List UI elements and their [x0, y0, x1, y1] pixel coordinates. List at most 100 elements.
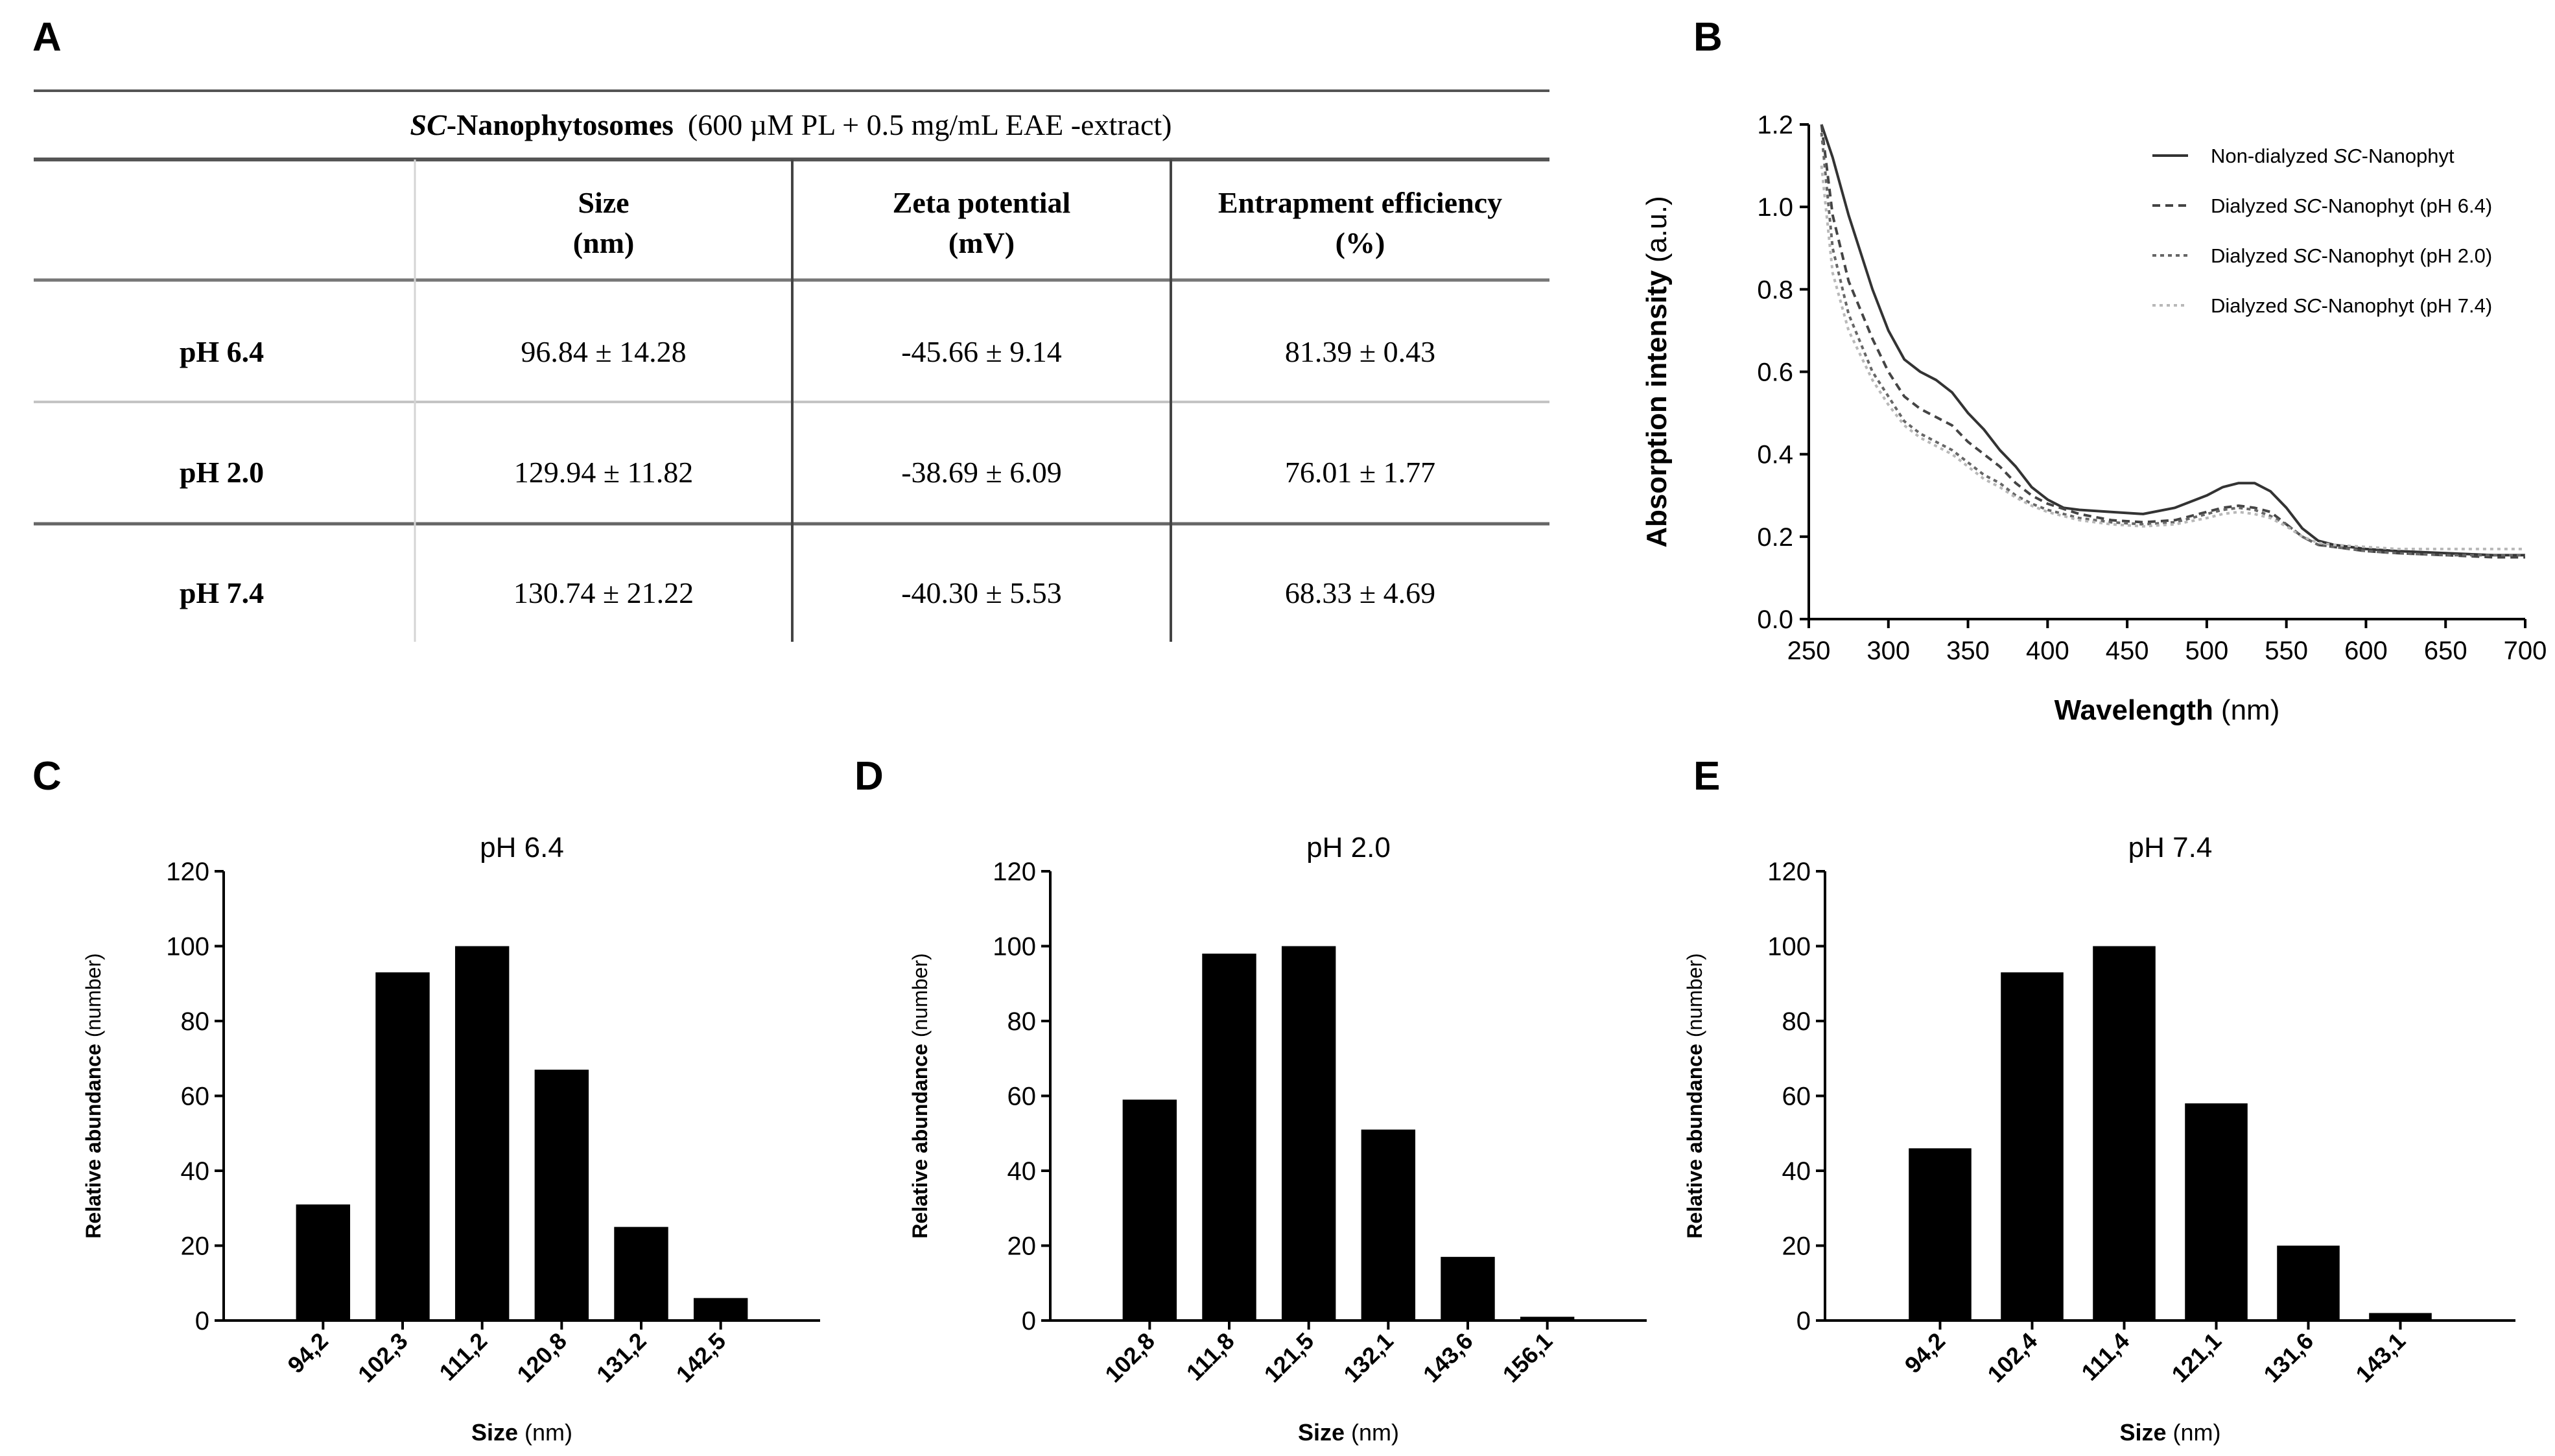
x-tick-label: 111,4 [2076, 1328, 2134, 1386]
bar [454, 946, 510, 1321]
bar [2185, 1103, 2248, 1321]
y-axis-title-main: Relative abundance [82, 1044, 105, 1239]
col-header-zeta-line2: (mV) [948, 226, 1015, 259]
bar [2001, 972, 2064, 1321]
y-tick-label: 100 [1767, 933, 1811, 961]
chart-title: pH 6.4 [480, 832, 564, 863]
col-header-ee-line1: Entrapment efficiency [1218, 186, 1502, 219]
y-tick-label: 40 [1782, 1157, 1811, 1186]
y-tick-label: 80 [181, 1007, 210, 1036]
table-row: pH 6.4 96.84 ± 14.28 -45.66 ± 9.14 81.39… [180, 335, 1435, 368]
table-row: pH 2.0 129.94 ± 11.82 -38.69 ± 6.09 76.0… [180, 456, 1435, 489]
y-axis-title-unit: (number) [908, 953, 932, 1037]
panel-label-c: C [32, 754, 62, 799]
y-tick-label: 80 [1782, 1007, 1811, 1036]
panel-label-d: D [854, 754, 884, 799]
x-axis-title-main: Size [1298, 1419, 1345, 1446]
bar [1441, 1256, 1495, 1321]
y-tick-label: 0.0 [1757, 605, 1793, 634]
y-axis-title: Relative abundance (number) [908, 953, 932, 1238]
chart-size-distribution-ph-2-0: 0 20 40 60 80 100 120 102,8 111,8 121,5 132,1 143,6… [908, 832, 1647, 1446]
cell-size: 130.74 ± 21.22 [513, 576, 694, 609]
x-tick-label: 120,8 [512, 1328, 572, 1388]
x-tick-label: 142,5 [671, 1328, 731, 1388]
chart-absorption-spectra: 0.0 0.2 0.4 0.6 0.8 1.0 1.2 250 300 350 400 450 500 5… [1641, 111, 2547, 726]
x-tick-label: 143,1 [2350, 1328, 2410, 1388]
y-tick-label: 0 [1022, 1307, 1036, 1335]
legend-entry-suffix: -Nanophyt (pH 2.0) [2322, 244, 2493, 267]
x-tick-label: 121,5 [1259, 1328, 1319, 1388]
legend-entry: Dialyzed SC-Nanophyt (pH 2.0) [2211, 244, 2492, 267]
chart-size-distribution-ph-6-4: 0 20 40 60 80 100 120 94,2 102,3 111,2 120,8 131,2 1… [82, 832, 820, 1446]
y-tick-label: 20 [1782, 1232, 1811, 1261]
y-tick-label: 60 [1782, 1083, 1811, 1111]
table-title: SC-Nanophytosomes (600 µM PL + 0.5 mg/mL … [410, 108, 1172, 141]
legend-entry-prefix: Dialyzed [2211, 244, 2294, 267]
y-tick-label: 100 [166, 933, 209, 961]
y-tick-label: 20 [181, 1232, 210, 1261]
y-tick-label: 100 [993, 933, 1036, 961]
y-tick-label: 60 [181, 1083, 210, 1111]
x-tick-label: 131,2 [591, 1328, 652, 1388]
x-tick-label: 550 [2265, 637, 2308, 665]
y-tick-label: 0.4 [1757, 441, 1793, 469]
y-axis-title-unit: (number) [82, 953, 105, 1037]
legend-entry-italic: SC [2294, 244, 2322, 267]
bar [1361, 1129, 1416, 1321]
y-tick-label: 1.2 [1757, 111, 1793, 139]
cell-zeta: -38.69 ± 6.09 [901, 456, 1062, 489]
col-header-ee-line2: (%) [1336, 226, 1385, 259]
cell-size: 96.84 ± 14.28 [521, 335, 686, 368]
legend-entry: Dialyzed SC-Nanophyt (pH 7.4) [2211, 294, 2492, 317]
col-header-zeta-line1: Zeta potential [893, 186, 1071, 219]
y-axis-title-unit: (number) [1683, 953, 1706, 1037]
x-tick-label: 700 [2504, 637, 2547, 665]
row-label: pH 7.4 [180, 576, 264, 609]
legend-entry-suffix: -Nanophyt (pH 6.4) [2322, 194, 2493, 217]
x-axis-title-unit: (nm) [524, 1419, 572, 1446]
y-axis-title: Absorption intensity (a.u.) [1641, 196, 1673, 547]
cell-zeta: -45.66 ± 9.14 [901, 335, 1062, 368]
x-axis-title-main: Size [2119, 1419, 2166, 1446]
x-tick-label: 121,1 [2166, 1328, 2226, 1388]
y-tick-label: 0.8 [1757, 276, 1793, 304]
legend-entry-suffix: -Nanophyt [2362, 145, 2455, 167]
x-axis-title: Size (nm) [2119, 1419, 2220, 1446]
x-tick-label: 156,1 [1498, 1328, 1558, 1388]
series-line-2 [1820, 124, 2525, 559]
x-tick-label: 102,8 [1100, 1328, 1160, 1388]
y-tick-label: 40 [181, 1157, 210, 1186]
bar [1122, 1099, 1177, 1321]
table-title-bold: -Nanophytosomes [447, 108, 674, 141]
cell-ee: 81.39 ± 0.43 [1285, 335, 1435, 368]
series-line-1 [1820, 124, 2525, 557]
bar [2277, 1245, 2340, 1321]
x-axis-title: Wavelength (nm) [2055, 694, 2280, 726]
x-axis-title: Size (nm) [471, 1419, 572, 1446]
y-tick-label: 0 [195, 1307, 209, 1335]
y-tick-label: 60 [1007, 1083, 1037, 1111]
bar [1202, 954, 1256, 1321]
y-tick-label: 0.2 [1757, 523, 1793, 552]
x-tick-label: 94,2 [282, 1328, 333, 1379]
chart-title: pH 2.0 [1306, 832, 1391, 863]
x-tick-label: 300 [1866, 637, 1910, 665]
cell-ee: 68.33 ± 4.69 [1285, 576, 1435, 609]
x-tick-label: 600 [2344, 637, 2388, 665]
col-header-size-line2: (nm) [573, 226, 635, 259]
series-line-3 [1820, 132, 2525, 557]
x-tick-label: 94,2 [1900, 1328, 1951, 1379]
x-axis-title-unit: (nm) [2221, 694, 2279, 726]
x-axis-title-main: Size [471, 1419, 518, 1446]
x-axis-title-unit: (nm) [1351, 1419, 1399, 1446]
y-axis-title-main: Absorption intensity [1641, 270, 1673, 547]
panel-label-e: E [1693, 754, 1720, 799]
y-tick-label: 0.6 [1757, 358, 1793, 387]
bar [614, 1227, 668, 1321]
legend-entry-prefix: Dialyzed [2211, 194, 2294, 217]
x-tick-label: 102,3 [353, 1328, 413, 1388]
series-line-4 [1820, 165, 2525, 550]
table-title-italic: SC [410, 108, 448, 141]
y-axis-title: Relative abundance (number) [1683, 953, 1706, 1238]
